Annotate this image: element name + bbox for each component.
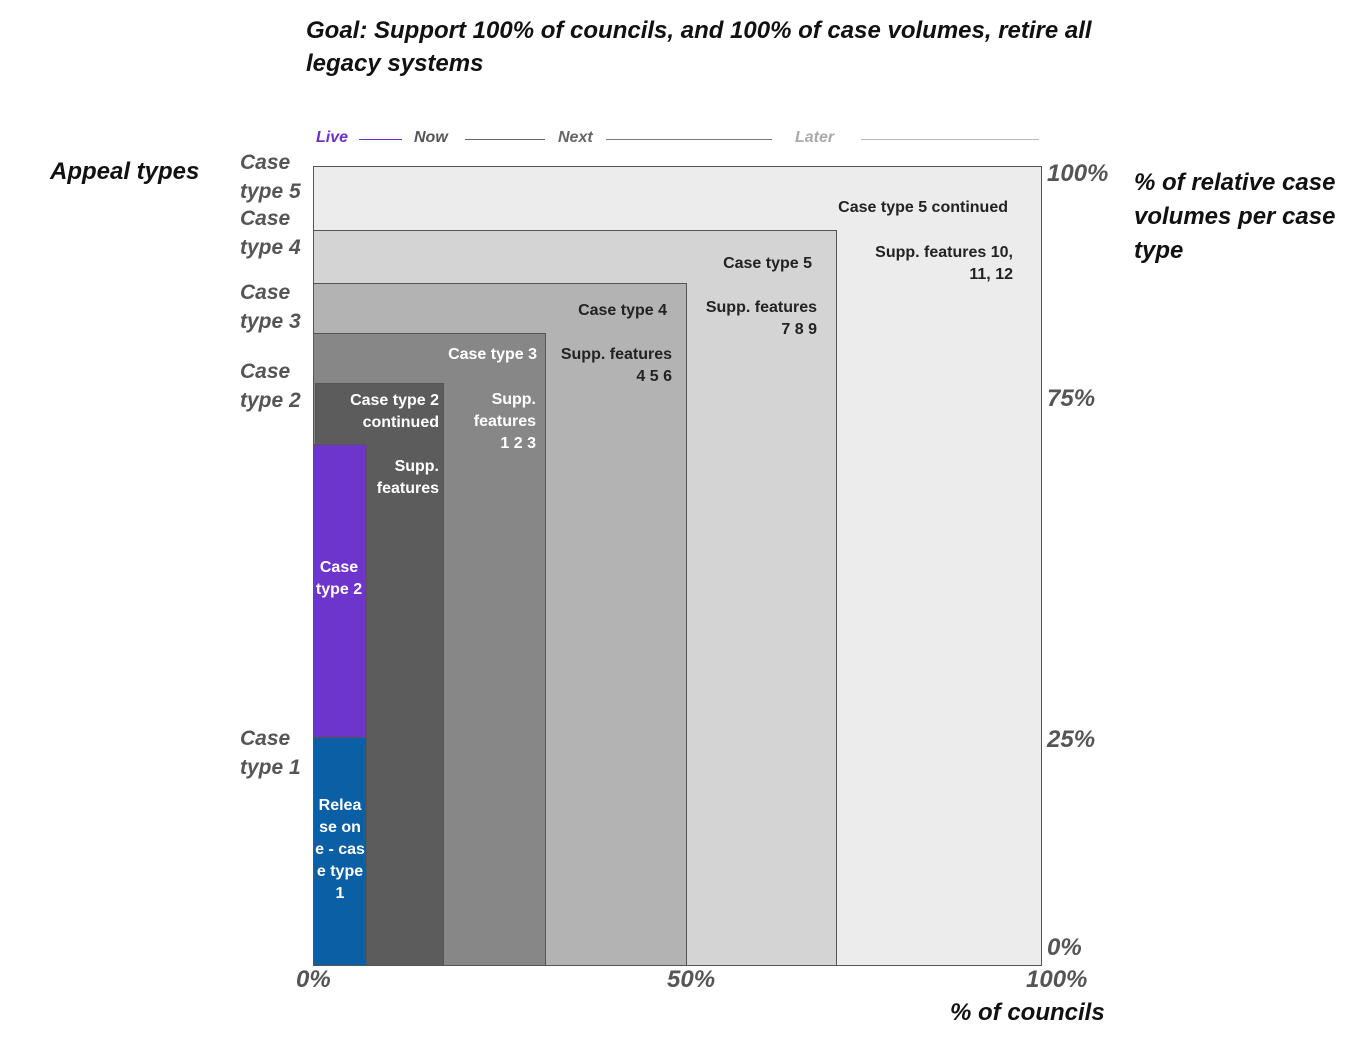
y-label-case-type-5: Case type 5	[240, 151, 301, 203]
y-label-case-type-1: Case type 1	[240, 727, 301, 779]
goal-title: Goal: Support 100% of councils, and 100%…	[306, 17, 1092, 77]
phase-live-label: Live	[316, 129, 349, 146]
phase-later-label: Later	[795, 129, 835, 146]
y-label-case-type-3: Case type 3	[240, 281, 301, 333]
x-tick-0: 0%	[296, 966, 331, 993]
y-tick-0: 0%	[1047, 934, 1082, 961]
appeal-types-heading: Appeal types	[50, 158, 200, 185]
councils-heading: % of councils	[950, 999, 1105, 1026]
block-title-case-type-2: Case type 2	[315, 559, 363, 598]
y-tick-75: 75%	[1047, 385, 1096, 412]
y-tick-100: 100%	[1047, 160, 1109, 187]
block-features-7-8-9: Supp. features 7 8 9	[705, 299, 817, 338]
block-title-case-type-5-continued: Case type 5 continued	[838, 199, 1008, 216]
x-tick-100: 100%	[1026, 966, 1088, 993]
block-release-one	[313, 737, 367, 966]
x-tick-50: 50%	[667, 966, 716, 993]
block-title-case-type-5: Case type 5	[723, 255, 812, 272]
phase-now-line	[465, 139, 545, 140]
block-supp-features: Supp. features	[376, 458, 439, 497]
block-title-case-type-4: Case type 4	[578, 302, 667, 319]
phase-later-line	[861, 139, 1039, 140]
block-case-type-2	[313, 444, 367, 738]
block-features-4-5-6: Supp. features 4 5 6	[560, 346, 672, 385]
block-features-1-2-3: Supp. features 1 2 3	[473, 391, 536, 452]
relative-volumes-heading: % of relative case volumes per case type	[1134, 169, 1336, 264]
phase-now-label: Now	[414, 129, 448, 146]
y-label-case-type-4: Case type 4	[240, 207, 301, 259]
y-tick-25: 25%	[1047, 726, 1096, 753]
block-title-release-one: Release one - case type 1	[315, 797, 365, 902]
block-title-case-type-3: Case type 3	[448, 346, 537, 363]
y-label-case-type-2: Case type 2	[240, 360, 301, 412]
block-features-10-11-12: Supp. features 10, 11, 12	[875, 244, 1013, 283]
phase-next-line	[606, 139, 772, 140]
phase-next-label: Next	[558, 129, 593, 146]
phase-live-line	[359, 139, 402, 140]
block-title-case-type-2-continued: Case type 2 continued	[350, 392, 439, 431]
